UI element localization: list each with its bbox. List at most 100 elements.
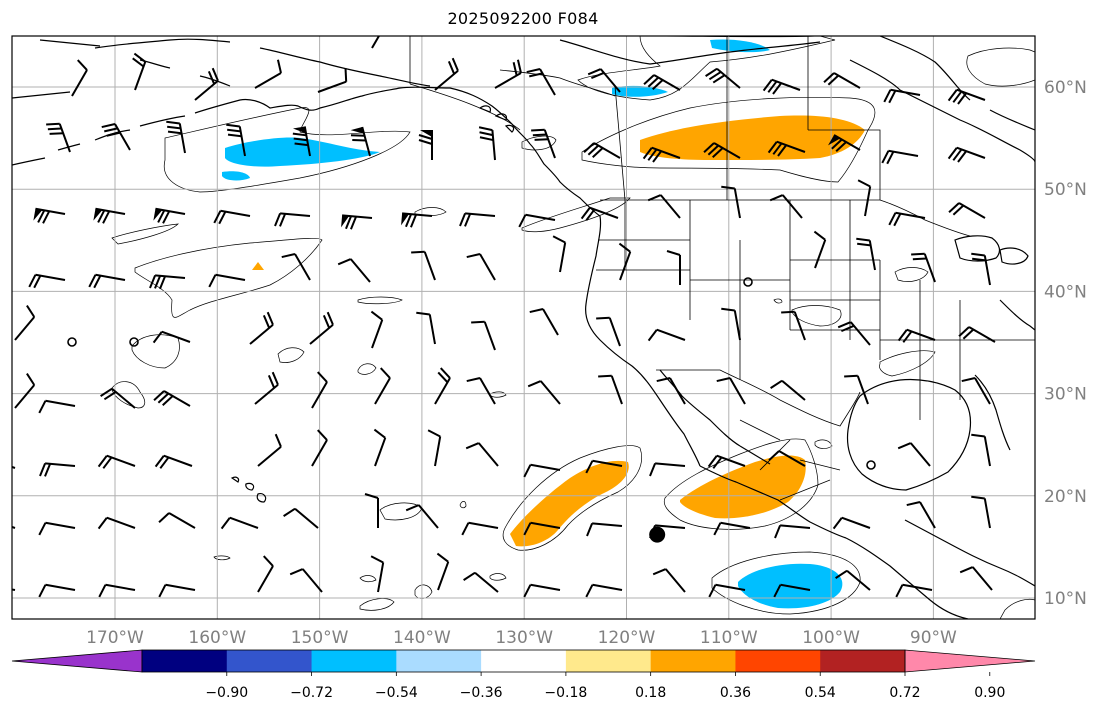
barb-feather bbox=[708, 584, 717, 598]
barb-staff bbox=[349, 258, 371, 283]
colorbar-segment bbox=[142, 650, 228, 672]
barb-staff bbox=[592, 522, 623, 527]
wind-barb bbox=[98, 583, 136, 598]
barb-staff bbox=[919, 501, 936, 529]
barb-staff bbox=[468, 521, 499, 529]
barb-feather bbox=[93, 275, 102, 289]
wind-barb bbox=[769, 194, 803, 219]
barb-staff bbox=[35, 273, 66, 281]
longitude-tick-label: 170°W bbox=[86, 628, 144, 648]
wind-barb bbox=[770, 379, 806, 401]
barb-feather bbox=[957, 150, 968, 163]
barb-feather bbox=[292, 132, 307, 137]
wind-barb bbox=[317, 68, 348, 93]
wind-barb bbox=[531, 128, 556, 159]
latitude-tick-label: 30°N bbox=[1044, 385, 1087, 405]
barb-feather bbox=[436, 552, 449, 563]
barb-feather bbox=[529, 72, 543, 78]
barb-feather bbox=[77, 59, 88, 71]
colorbar-tick-label: 0.36 bbox=[720, 685, 751, 701]
barb-feather bbox=[158, 512, 170, 523]
barb-staff bbox=[371, 36, 388, 49]
barb-feather bbox=[88, 274, 97, 288]
barb-feather bbox=[947, 147, 958, 160]
barb-feather bbox=[652, 150, 663, 163]
barb-feather bbox=[773, 584, 782, 598]
wind-barb bbox=[374, 367, 391, 405]
colorbar-segment bbox=[820, 650, 906, 672]
barb-flag bbox=[93, 208, 103, 221]
wind-barb bbox=[813, 230, 827, 269]
barb-feather bbox=[647, 329, 658, 342]
wind-barb bbox=[707, 454, 746, 469]
wind-barb bbox=[194, 67, 219, 101]
longitude-tick-label: 100°W bbox=[802, 628, 860, 648]
wind-barb bbox=[857, 179, 872, 217]
wind-barb bbox=[618, 242, 632, 281]
colorbar-segment bbox=[735, 650, 821, 672]
barb-feather bbox=[716, 377, 731, 383]
barb-feather bbox=[895, 584, 904, 598]
barb-feather bbox=[267, 375, 276, 389]
barb-staff bbox=[530, 583, 561, 591]
wind-barb bbox=[494, 59, 522, 89]
barb-feather bbox=[948, 202, 960, 213]
wind-barb bbox=[518, 213, 556, 228]
barb-staff bbox=[956, 88, 986, 101]
longitude-tick-label: 140°W bbox=[393, 628, 451, 648]
barb-feather bbox=[38, 584, 47, 598]
barb-feather bbox=[98, 584, 107, 598]
barb-staff bbox=[733, 310, 741, 341]
barb-feather bbox=[337, 258, 352, 266]
barb-feather bbox=[586, 523, 594, 537]
barb-feather bbox=[897, 442, 912, 450]
wind-barb bbox=[705, 67, 741, 89]
barb-feather bbox=[531, 128, 545, 132]
wind-barb bbox=[647, 328, 686, 342]
barb-feather bbox=[227, 133, 242, 138]
barb-feather bbox=[523, 522, 532, 536]
barb-feather bbox=[972, 257, 986, 262]
wind-barb bbox=[416, 311, 436, 345]
colorbar-extend-low bbox=[11, 649, 143, 673]
barb-staff bbox=[294, 253, 311, 281]
barb-feather bbox=[157, 392, 170, 404]
wind-barb bbox=[647, 194, 681, 219]
barb-feather bbox=[762, 79, 773, 92]
barb-flag bbox=[292, 126, 307, 134]
barb-staff bbox=[608, 317, 621, 347]
barb-feather bbox=[159, 275, 167, 290]
barb-feather bbox=[418, 134, 433, 140]
barb-feather bbox=[769, 194, 784, 202]
barb-feather bbox=[28, 274, 37, 288]
wind-barb bbox=[337, 258, 371, 283]
barb-feather bbox=[294, 142, 309, 147]
wind-barb bbox=[666, 250, 681, 285]
barb-flag bbox=[350, 127, 365, 134]
wind-barb bbox=[642, 146, 681, 163]
wind-barb bbox=[97, 516, 136, 530]
barb-staff bbox=[841, 516, 871, 529]
wind-barb bbox=[598, 374, 623, 405]
wind-barb bbox=[28, 273, 66, 289]
barb-feather bbox=[167, 130, 182, 135]
barb-feather bbox=[289, 568, 304, 576]
barb-feather bbox=[767, 80, 778, 93]
barb-feather bbox=[466, 253, 481, 259]
wind-barb bbox=[132, 52, 147, 91]
positive-region-canada bbox=[581, 96, 876, 183]
barb-feather bbox=[642, 147, 653, 160]
barb-feather bbox=[952, 148, 963, 161]
wind-barb bbox=[523, 583, 561, 598]
wind-barb bbox=[643, 74, 681, 91]
barb-feather bbox=[380, 367, 391, 379]
barb-feather bbox=[322, 315, 331, 329]
barb-feather bbox=[276, 59, 282, 74]
barb-staff bbox=[257, 565, 274, 593]
barb-feather bbox=[587, 68, 602, 76]
wind-barb bbox=[350, 126, 371, 157]
barb-staff bbox=[525, 213, 556, 221]
barb-feather bbox=[643, 74, 655, 85]
barb-feather bbox=[440, 367, 451, 379]
positive-region-central-pacific bbox=[134, 237, 323, 318]
